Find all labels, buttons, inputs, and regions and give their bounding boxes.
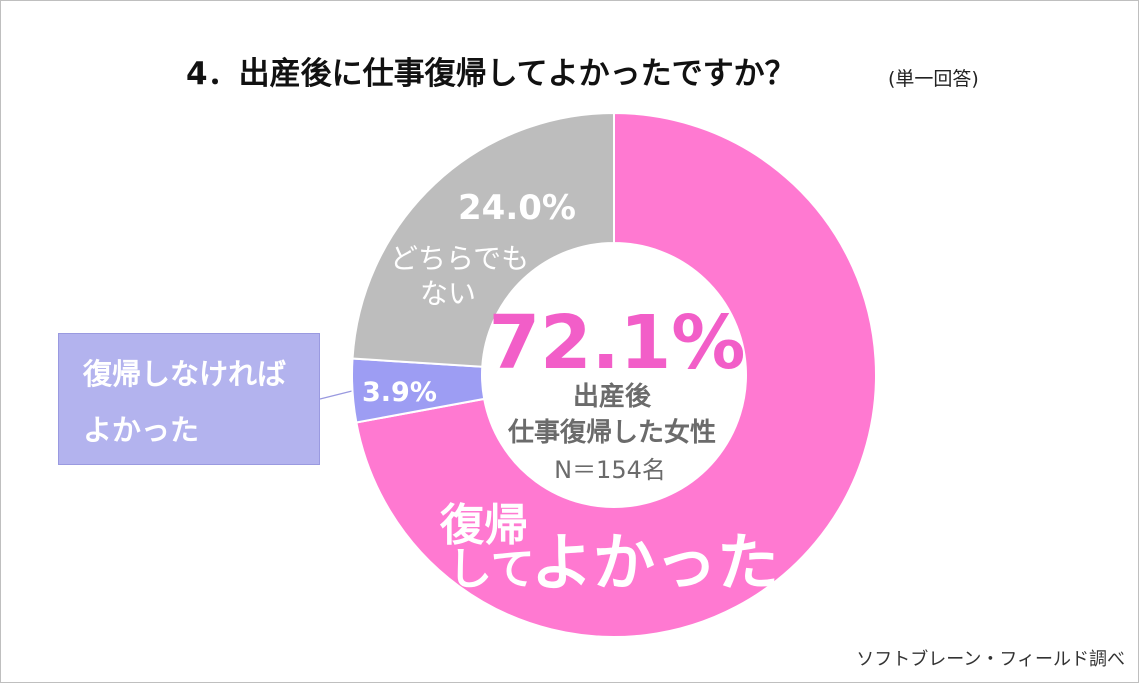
chart-title: 4．出産後に仕事復帰してよかったですか？: [186, 56, 796, 92]
center-n: N＝154名: [554, 456, 666, 484]
center-line1: 出産後: [573, 381, 652, 412]
slice-label-bad-pct: 3.9%: [362, 377, 437, 408]
slice-label-good-line2b: よかった: [531, 526, 779, 599]
callout-leader-line: [319, 389, 357, 400]
slice-label-good-line2a: して: [448, 544, 535, 595]
slice-label-neither-line1: どちらでも: [390, 242, 529, 275]
slice-label-good-line1: 復帰: [439, 500, 528, 551]
callout-line1: 復帰しなければ: [83, 357, 287, 391]
callout-line2: よかった: [83, 413, 200, 447]
chart-subtitle: (単一回答): [888, 68, 979, 90]
donut-slices: [351, 111, 877, 638]
center-percent: 72.1%: [489, 300, 746, 386]
source-credit: ソフトブレーン・フィールド調べ: [856, 649, 1125, 670]
slice-neither: [351, 111, 615, 368]
title-row: 4．出産後に仕事復帰してよかったですか？ (単一回答): [0, 48, 1139, 98]
slice-label-neither-line2: ない: [420, 277, 476, 310]
callout-box-bad: 復帰しなければ よかった: [58, 333, 320, 465]
slice-label-neither-pct: 24.0%: [458, 188, 576, 228]
slice-good: [355, 111, 877, 638]
center-line2: 仕事復帰した女性: [507, 417, 716, 448]
